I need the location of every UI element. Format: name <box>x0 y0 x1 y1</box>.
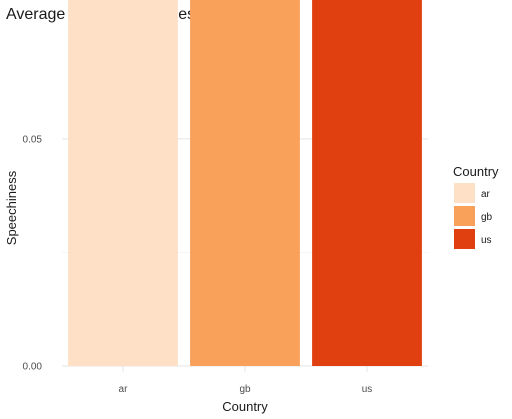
legend-title: Country <box>453 164 499 179</box>
legend-swatch-gb <box>454 206 475 226</box>
legend-label-ar: ar <box>481 189 491 200</box>
bars <box>68 0 422 366</box>
legend-label-gb: gb <box>481 212 493 223</box>
y-tick-label: 0.05 <box>23 134 43 145</box>
legend-items: ar gb us <box>454 183 493 249</box>
y-axis-title: Speechiness <box>4 170 19 245</box>
bar-us <box>312 0 422 366</box>
bar-gb <box>190 0 300 366</box>
legend-swatch-ar <box>454 183 475 203</box>
x-tick-label: ar <box>119 384 129 395</box>
x-axis-title: Country <box>222 399 268 414</box>
y-axis-ticks: 0.000.050.10 <box>23 134 43 373</box>
x-tick-label: gb <box>239 384 251 395</box>
legend-label-us: us <box>481 235 492 246</box>
y-tick-label: 0.00 <box>23 362 43 373</box>
legend: Country ar gb us <box>453 164 499 249</box>
x-axis-ticks: ar gb us <box>119 384 373 395</box>
bar-ar <box>68 0 178 366</box>
legend-swatch-us <box>454 229 475 249</box>
x-tick-label: us <box>362 384 373 395</box>
